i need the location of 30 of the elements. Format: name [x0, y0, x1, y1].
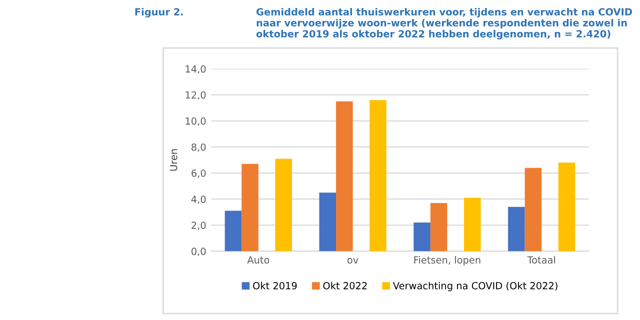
legend-label: Okt 2022 — [323, 282, 367, 290]
y-tick-label: 2,0 — [192, 222, 206, 230]
y-tick-label: 8,0 — [192, 143, 206, 152]
y-tick-label: 14,0 — [186, 65, 206, 74]
x-tick-label: Fietsen, lopen — [414, 256, 480, 266]
y-tick-label: 10,0 — [186, 117, 206, 126]
bar — [508, 206, 525, 252]
text: Figuur 2. — [135, 8, 183, 18]
chart-title: Gemiddeld aantal thuiswerkuren voor, tijdens en verwacht na COVID naar vervoerwijze woon-werk (werkende respondenten die zowel in oktober 2019 als oktober 2022 hebben deelgenomen, n = 2.420) — [256, 8, 632, 40]
bar — [242, 164, 258, 252]
legend-label: Okt 2019 — [253, 282, 297, 290]
bar — [336, 101, 353, 252]
x-tick-label: Auto — [247, 256, 270, 264]
bar — [319, 192, 336, 252]
bar — [370, 100, 386, 252]
y-tick-label: 6,0 — [192, 170, 206, 178]
bar — [464, 198, 481, 252]
bar — [430, 202, 448, 252]
bar — [224, 210, 242, 252]
x-tick-label: ov — [347, 258, 358, 264]
y-tick-label: 0,0 — [192, 248, 206, 256]
bar — [524, 168, 542, 252]
y-tick-label: 12,0 — [186, 91, 206, 100]
x-tick-label: Totaal — [527, 256, 556, 264]
bar — [275, 158, 292, 252]
bar — [414, 222, 430, 252]
legend-label: Verwachting na COVID (Okt 2022) — [392, 282, 558, 292]
y-tick-label: 4,0 — [191, 196, 206, 204]
bar — [558, 162, 576, 252]
y-axis-title: Uren — [170, 149, 178, 171]
